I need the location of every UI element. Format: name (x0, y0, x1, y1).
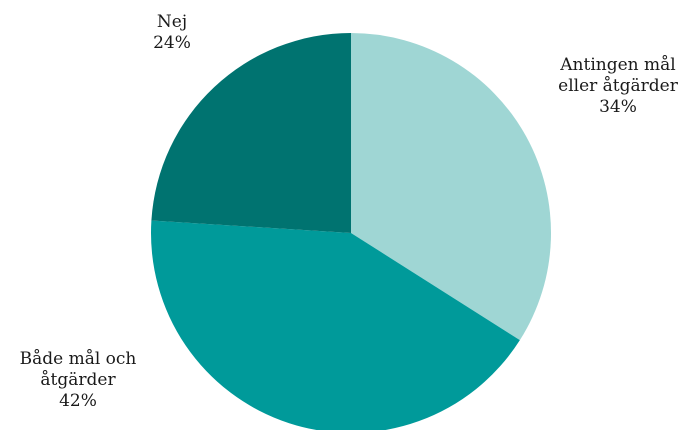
slice-value-label: 24% (153, 33, 191, 53)
slice-label-line: eller åtgärder (558, 76, 678, 96)
slice-label-line: Både mål och (19, 349, 137, 369)
slice-label-bade: Både mål och åtgärder 42% (0, 349, 158, 412)
slice-bade (151, 220, 520, 430)
slice-value-label: 42% (59, 391, 97, 411)
slice-label-nej: Nej 24% (112, 12, 232, 54)
slice-label-line: Antingen mål (560, 55, 676, 75)
slice-label-line: åtgärder (40, 370, 116, 390)
slice-label-antingen: Antingen mål eller åtgärder 34% (538, 55, 695, 118)
slice-antingen (351, 33, 551, 341)
slice-nej (151, 33, 351, 233)
slice-value-label: 34% (599, 97, 637, 117)
slice-label-line: Nej (156, 12, 188, 32)
